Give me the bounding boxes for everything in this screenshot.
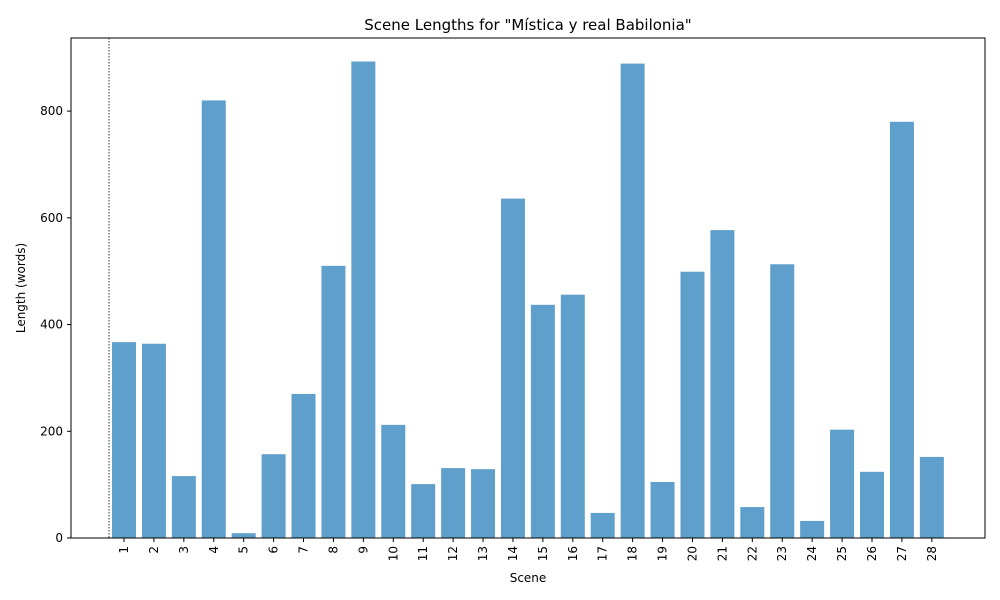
x-tick-label: 1 [117, 546, 131, 554]
x-tick-label: 10 [386, 546, 400, 561]
x-tick-label: 21 [715, 546, 729, 561]
x-tick-label: 19 [656, 546, 670, 561]
x-tick-label: 8 [326, 546, 340, 554]
y-axis-label: Length (words) [14, 243, 28, 333]
bar-scene-22 [740, 507, 765, 538]
x-tick-label: 20 [685, 546, 699, 561]
bar-scene-14 [500, 198, 525, 538]
bar-scene-9 [351, 61, 376, 538]
bar-scene-6 [261, 454, 286, 538]
x-tick-label: 5 [237, 546, 251, 554]
bar-scene-26 [860, 471, 884, 538]
y-tick-label: 600 [40, 211, 63, 225]
bars-group [112, 61, 944, 539]
x-tick-label: 18 [626, 546, 640, 561]
bar-scene-23 [770, 264, 795, 538]
bar-scene-5 [231, 533, 256, 538]
x-axis-ticks: 1 2 3 4 5 6 7 8 9 10 11 12 13 14 15 16 17 18 19 20 21 22 23 24 2… [117, 538, 939, 561]
x-tick-label: 25 [835, 546, 849, 561]
bar-scene-18 [620, 63, 645, 539]
bar-scene-15 [530, 304, 555, 538]
y-axis-ticks: 0 200 400 600 800 [40, 104, 71, 545]
bar-scene-7 [291, 393, 316, 538]
plot-frame [70, 37, 986, 539]
bar-scene-8 [321, 265, 346, 538]
x-tick-label: 12 [446, 546, 460, 561]
y-tick-label: 0 [55, 531, 63, 545]
x-tick-label: 6 [267, 546, 281, 554]
bar-scene-19 [650, 481, 675, 538]
bar-scene-21 [710, 230, 735, 538]
x-tick-label: 7 [297, 546, 311, 554]
bar-scene-24 [800, 520, 825, 538]
bar-scene-10 [381, 424, 406, 538]
x-tick-label: 13 [476, 546, 490, 561]
chart-title: Scene Lengths for "Mística y real Babilo… [364, 16, 691, 34]
bar-scene-1 [112, 342, 136, 538]
x-tick-label: 2 [147, 546, 161, 554]
bar-scene-13 [471, 469, 496, 538]
x-tick-label: 17 [596, 546, 610, 561]
bar-scene-28 [919, 456, 944, 538]
x-tick-label: 28 [925, 546, 939, 561]
x-tick-label: 15 [536, 546, 550, 561]
bar-scene-3 [171, 476, 196, 538]
y-tick-label: 800 [40, 104, 63, 118]
x-tick-label: 3 [177, 546, 191, 554]
x-tick-label: 24 [805, 546, 819, 561]
bar-scene-20 [680, 271, 705, 538]
bar-scene-25 [830, 429, 855, 538]
x-tick-label: 16 [566, 546, 580, 561]
bar-scene-4 [201, 100, 226, 539]
x-tick-label: 9 [356, 546, 370, 554]
x-tick-label: 23 [775, 546, 789, 561]
bar-scene-17 [590, 512, 615, 538]
bar-scene-11 [411, 484, 436, 538]
y-tick-label: 400 [40, 318, 63, 332]
bar-scene-27 [889, 121, 914, 538]
x-tick-label: 22 [745, 546, 759, 561]
bar-scene-16 [560, 294, 585, 538]
x-tick-label: 27 [895, 546, 909, 561]
x-tick-label: 11 [416, 546, 430, 561]
y-tick-label: 200 [40, 424, 63, 438]
x-tick-label: 26 [865, 546, 879, 561]
x-tick-label: 4 [207, 546, 221, 554]
x-axis-label: Scene [510, 571, 547, 585]
bar-scene-12 [441, 468, 466, 538]
bar-scene-2 [141, 343, 166, 538]
x-tick-label: 14 [506, 546, 520, 561]
